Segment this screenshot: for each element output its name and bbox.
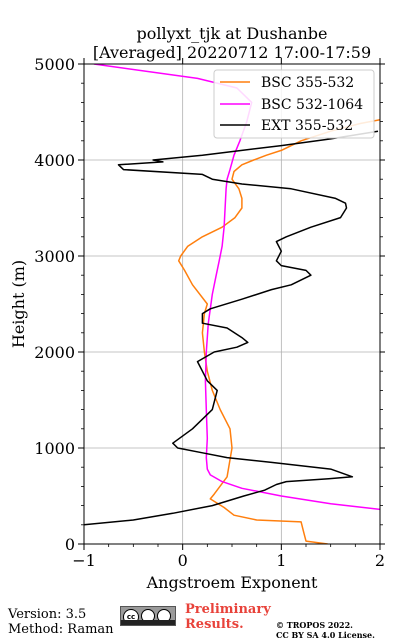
series-line-0 <box>177 118 380 544</box>
x-tick-label-1: 0 <box>178 551 188 570</box>
chart-title-line2: [Averaged] 20220712 17:00-17:59 <box>93 43 371 62</box>
y-axis-label: Height (m) <box>9 260 28 348</box>
preliminary-line2: Results. <box>185 617 244 632</box>
preliminary-notice: Preliminary Results. <box>185 602 271 632</box>
x-axis-label: Angstroem Exponent <box>146 573 318 592</box>
x-tick-label-2: 1 <box>276 551 286 570</box>
x-tick-label-3: 2 <box>375 551 385 570</box>
y-tick-label-0: 0 <box>65 535 75 554</box>
badge-strip <box>121 620 175 625</box>
y-tick-label-2: 2000 <box>34 343 75 362</box>
plot-frame <box>83 63 381 545</box>
y-tick-label-3: 3000 <box>34 247 75 266</box>
copyright-notice: © TROPOS 2022. CC BY SA 4.0 License. <box>276 620 375 640</box>
y-tick-label-1: 1000 <box>34 439 75 458</box>
legend-box <box>213 69 375 139</box>
legend-label-ext355: EXT 355-532 <box>261 118 353 134</box>
legend-label-bsc355: BSC 355-532 <box>261 75 354 91</box>
cc-license-badge: cc <box>120 606 176 626</box>
y-tick-label-4: 4000 <box>34 151 75 170</box>
version-text: Version: 3.5 <box>8 607 87 622</box>
legend: BSC 355-532 BSC 532-1064 EXT 355-532 <box>213 69 375 139</box>
copyright-line1: © TROPOS 2022. <box>276 620 353 630</box>
preliminary-line1: Preliminary <box>185 602 271 617</box>
y-tick-label-5: 5000 <box>34 55 75 74</box>
series-line-2 <box>84 130 379 526</box>
copyright-line2: CC BY SA 4.0 License. <box>276 630 375 640</box>
x-tick-label-0: −1 <box>72 551 96 570</box>
chart-title-line1: pollyxt_tjk at Dushanbe <box>136 24 327 43</box>
method-text: Method: Raman <box>8 622 114 637</box>
legend-label-bsc532: BSC 532-1064 <box>261 97 363 113</box>
